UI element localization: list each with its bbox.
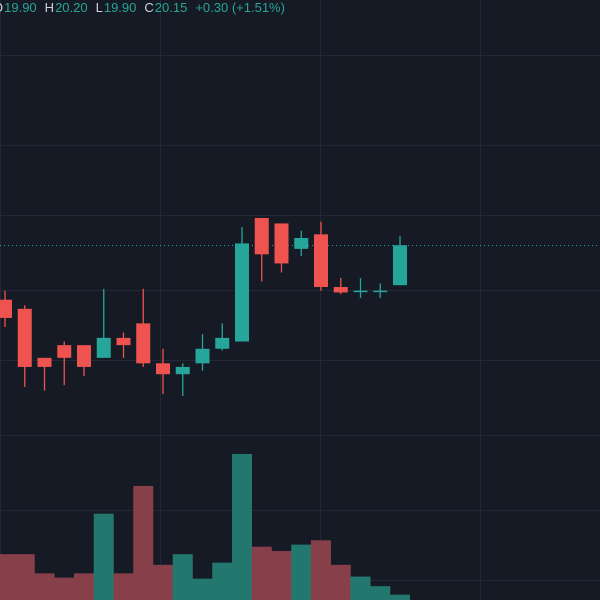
candle-body: [37, 357, 52, 367]
candle-body: [333, 287, 348, 293]
candle-body: [195, 348, 210, 364]
candle-body: [294, 237, 309, 249]
volume-bar: [251, 546, 272, 600]
candle-body: [116, 337, 131, 346]
candle-body: [235, 243, 249, 342]
close-key: C: [144, 0, 154, 15]
candle: [393, 236, 407, 286]
volume-bar: [153, 564, 173, 600]
candle: [136, 288, 151, 367]
volume-bar: [14, 554, 35, 600]
volume-bar: [232, 454, 252, 600]
high-key: H: [44, 0, 55, 15]
candle: [254, 218, 269, 282]
candle-body: [215, 337, 230, 349]
volume-bar: [271, 550, 292, 600]
candle: [0, 290, 12, 327]
low-key: L: [95, 0, 103, 15]
candle-body: [393, 245, 407, 286]
candle-body: [314, 234, 328, 288]
change-value: +0.30 (+1.51%): [195, 0, 285, 15]
candle: [235, 227, 249, 342]
candle-body: [373, 290, 388, 293]
volume-bar: [54, 577, 75, 600]
volume-bar: [74, 573, 94, 600]
candle-body: [96, 337, 111, 358]
candle-body: [57, 345, 72, 358]
candle-body: [136, 323, 151, 364]
volume-bar: [390, 594, 410, 600]
volume-bar: [34, 573, 55, 600]
candle: [17, 305, 32, 387]
close-value: 20.15: [154, 0, 188, 15]
volume-bar: [93, 513, 114, 600]
volume-bar: [311, 540, 331, 600]
volume-bars: [0, 454, 410, 600]
candle: [156, 348, 170, 395]
open-key: O: [0, 0, 3, 15]
volume-bar: [330, 564, 351, 600]
low-value: 19.90: [103, 0, 137, 15]
candle: [294, 230, 309, 257]
candle: [333, 277, 348, 295]
open-value: 19.90: [4, 0, 37, 15]
candle-body: [156, 363, 170, 375]
candle: [274, 223, 289, 273]
volume-bar: [192, 578, 213, 600]
candle: [314, 221, 328, 291]
volume-bar: [0, 554, 15, 600]
candle: [215, 323, 230, 351]
candle: [353, 277, 368, 298]
candle: [77, 345, 91, 377]
candlesticks: [0, 218, 407, 396]
volume-bar: [113, 573, 134, 600]
candle: [195, 334, 210, 371]
candle-body: [77, 345, 91, 367]
volume-bar: [172, 554, 193, 600]
candle-body: [274, 223, 289, 264]
candle-body: [17, 308, 32, 367]
volume-bar: [212, 562, 233, 600]
volume-bar: [370, 586, 391, 600]
candle: [96, 288, 111, 358]
candle: [116, 332, 131, 358]
candle: [37, 357, 52, 391]
candle: [373, 283, 388, 298]
candle: [175, 363, 190, 396]
candle-body: [175, 366, 190, 375]
candle-body: [353, 290, 368, 293]
volume-bar: [291, 544, 312, 600]
volume-bar: [133, 485, 154, 600]
candle-body: [0, 299, 12, 318]
candle-body: [254, 218, 269, 255]
high-value: 20.20: [55, 0, 88, 15]
volume-bar: [350, 576, 371, 600]
candle: [57, 341, 72, 386]
